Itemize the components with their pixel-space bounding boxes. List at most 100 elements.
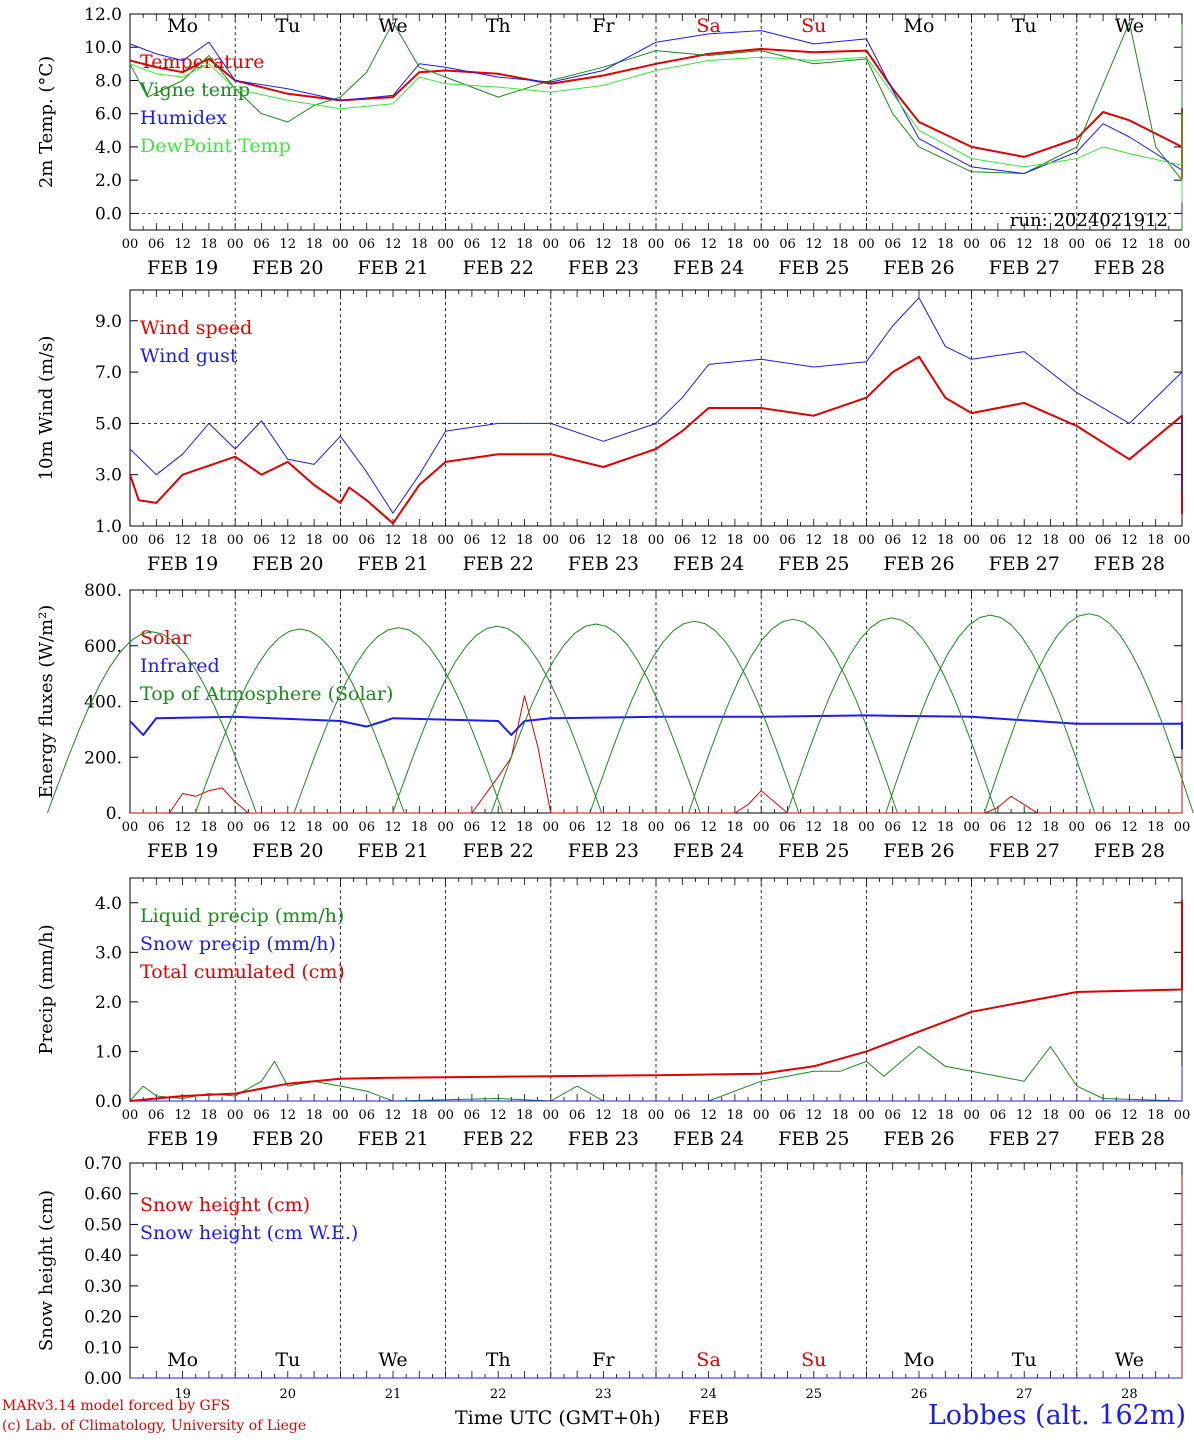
date-label: FEB 21: [357, 553, 428, 575]
hour-tick-label: 18: [516, 820, 533, 835]
series-line-dewpoint-temp: [129, 56, 1183, 203]
hour-tick-label: 00: [543, 820, 560, 835]
hour-tick-label: 18: [411, 820, 428, 835]
date-label: FEB 23: [568, 553, 639, 575]
hour-tick-label: 18: [727, 1108, 744, 1123]
hour-tick-label: 12: [280, 1108, 297, 1123]
legend-entry: Wind speed: [140, 317, 252, 339]
date-label: FEB 27: [989, 1128, 1060, 1150]
date-label: FEB 22: [463, 840, 534, 862]
hour-tick-label: 00: [1069, 533, 1086, 548]
hour-tick-label: 18: [727, 820, 744, 835]
series-line-snow-precip-mm-h-: [130, 1065, 1183, 1102]
hour-tick-label: 06: [1095, 820, 1112, 835]
hour-tick-label: 18: [727, 237, 744, 252]
hour-tick-label: 18: [1042, 820, 1059, 835]
hour-tick-label: 12: [280, 533, 297, 548]
hour-tick-label: 12: [1016, 237, 1033, 252]
hour-tick-label: 18: [1147, 1108, 1164, 1123]
hour-tick-label: 18: [832, 820, 849, 835]
date-label: FEB 24: [673, 257, 744, 279]
date-label: FEB 24: [673, 840, 744, 862]
hour-tick-label: 18: [411, 533, 428, 548]
hour-tick-label: 06: [148, 237, 165, 252]
hour-tick-label: 18: [1147, 237, 1164, 252]
hour-tick-label: 18: [1147, 533, 1164, 548]
date-label: FEB 27: [989, 840, 1060, 862]
hour-tick-label: 18: [832, 237, 849, 252]
hour-tick-label: 18: [1042, 533, 1059, 548]
weekday-label: We: [1115, 15, 1144, 37]
hour-tick-label: 18: [306, 820, 323, 835]
hour-tick-label: 18: [306, 237, 323, 252]
day-number-label: 25: [806, 1387, 823, 1402]
hour-tick-label: 12: [1121, 237, 1138, 252]
date-label: FEB 26: [883, 840, 954, 862]
hour-tick-label: 18: [201, 237, 218, 252]
day-number-label: 23: [595, 1387, 612, 1402]
y-tick-label: 400.: [84, 693, 122, 713]
date-label: FEB 19: [147, 257, 218, 279]
date-label: FEB 26: [883, 1128, 954, 1150]
legend-entry: Wind gust: [140, 345, 238, 367]
hour-tick-label: 00: [227, 533, 244, 548]
hour-tick-label: 12: [806, 237, 823, 252]
hour-tick-label: 00: [648, 533, 665, 548]
y-tick-label: 0.50: [84, 1215, 122, 1235]
day-number-label: 28: [1121, 1387, 1138, 1402]
hour-tick-label: 00: [122, 237, 139, 252]
hour-tick-label: 06: [148, 820, 165, 835]
hour-tick-label: 12: [700, 237, 717, 252]
weekday-label: We: [378, 15, 407, 37]
y-tick-label: 9.0: [95, 312, 122, 332]
x-axis-title: Time UTC (GMT+0h): [455, 1407, 661, 1429]
hour-tick-label: 18: [306, 1108, 323, 1123]
y-tick-label: 12.0: [84, 5, 122, 25]
date-label: FEB 19: [147, 1128, 218, 1150]
date-label: FEB 26: [883, 257, 954, 279]
date-label: FEB 28: [1094, 257, 1165, 279]
hour-tick-label: 06: [464, 533, 481, 548]
y-tick-label: 7.0: [95, 363, 122, 383]
footer-copyright-line: (c) Lab. of Climatology, University of L…: [2, 1418, 307, 1434]
hour-tick-label: 18: [832, 533, 849, 548]
weekday-label: Mo: [167, 1349, 198, 1371]
hour-tick-label: 06: [358, 533, 375, 548]
y-tick-label: 0.40: [84, 1246, 122, 1266]
hour-tick-label: 00: [858, 237, 875, 252]
hour-tick-label: 00: [332, 533, 349, 548]
hour-tick-label: 06: [1095, 1108, 1112, 1123]
legend-entry: Snow height (cm W.E.): [140, 1222, 358, 1244]
weekday-label: We: [378, 1349, 407, 1371]
y-tick-label: 4.0: [95, 894, 122, 914]
hour-tick-label: 00: [227, 237, 244, 252]
hour-tick-label: 00: [122, 1108, 139, 1123]
hour-tick-label: 06: [884, 1108, 901, 1123]
legend-entry: Solar: [140, 627, 192, 649]
hour-tick-label: 12: [385, 237, 402, 252]
hour-tick-label: 06: [779, 237, 796, 252]
hour-tick-label: 12: [1016, 1108, 1033, 1123]
hour-tick-label: 06: [674, 237, 691, 252]
hour-tick-label: 00: [858, 533, 875, 548]
weekday-label: Th: [486, 1349, 511, 1371]
hour-tick-label: 06: [674, 820, 691, 835]
y-axis-label: Energy fluxes (W/m²): [36, 605, 57, 799]
hour-tick-label: 00: [437, 533, 454, 548]
hour-tick-label: 00: [543, 237, 560, 252]
hour-tick-label: 12: [700, 533, 717, 548]
hour-tick-label: 06: [674, 1108, 691, 1123]
legend-entry: Vigne temp: [139, 79, 250, 101]
hour-tick-label: 00: [437, 820, 454, 835]
hour-tick-label: 00: [753, 1108, 770, 1123]
hour-tick-label: 00: [858, 820, 875, 835]
day-number-label: 26: [911, 1387, 928, 1402]
hour-tick-label: 12: [280, 820, 297, 835]
date-label: FEB 19: [147, 840, 218, 862]
hour-tick-label: 06: [569, 533, 586, 548]
hour-tick-label: 06: [779, 1108, 796, 1123]
hour-tick-label: 06: [884, 237, 901, 252]
hour-tick-label: 06: [884, 533, 901, 548]
hour-tick-label: 12: [595, 1108, 612, 1123]
